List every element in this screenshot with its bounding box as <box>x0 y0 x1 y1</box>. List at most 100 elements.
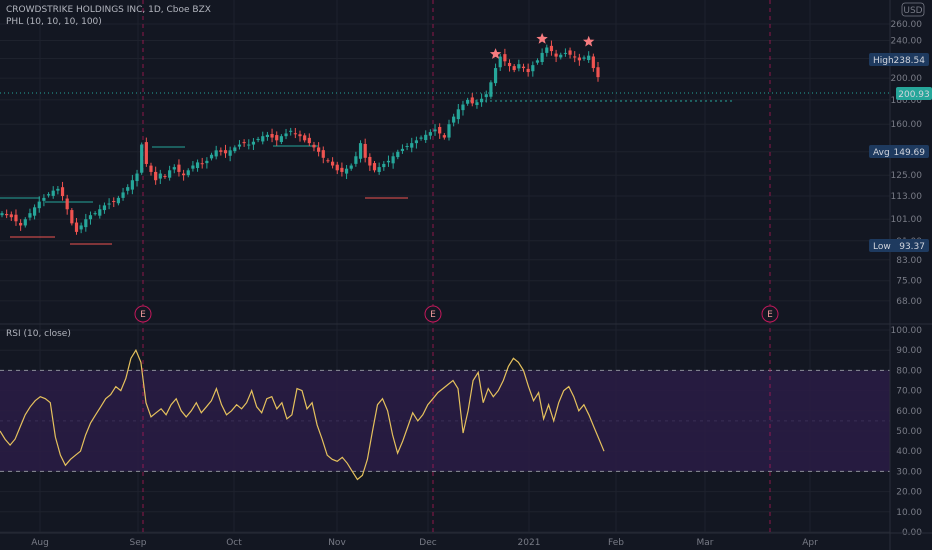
x-tick-label: Nov <box>328 538 346 548</box>
candle-body <box>303 135 307 141</box>
candle-body <box>237 144 242 147</box>
candle-body <box>498 56 502 68</box>
candle-body <box>74 222 79 232</box>
rsi-tick-label: 50.00 <box>896 427 922 437</box>
candle-body <box>42 197 46 201</box>
candle-body <box>14 214 18 222</box>
candle-body <box>79 225 83 230</box>
candle-body <box>587 55 591 61</box>
candle-body <box>335 164 339 171</box>
candle-body <box>386 160 391 163</box>
candle-body <box>466 99 470 104</box>
candle-body <box>186 170 190 176</box>
candle-body <box>344 168 349 174</box>
candle-body <box>596 67 600 78</box>
candle-body <box>191 165 195 169</box>
candle-body <box>540 52 544 63</box>
candle-body <box>51 190 55 196</box>
svg-text:Avg: Avg <box>873 148 890 158</box>
symbol-title: CROWDSTRIKE HOLDINGS INC, 1D, Cboe BZX <box>6 5 211 15</box>
y-tick-label: 260.00 <box>891 20 923 30</box>
candle-body <box>144 142 148 164</box>
candle-body <box>563 52 568 54</box>
candle-body <box>121 192 125 198</box>
rsi-tick-label: 100.00 <box>891 326 923 336</box>
candle-body <box>126 187 130 191</box>
candle-body <box>377 167 381 172</box>
candle-body <box>507 62 512 67</box>
candle-body <box>284 133 288 137</box>
svg-text:238.54: 238.54 <box>894 56 926 66</box>
candle-body <box>461 104 465 111</box>
candle-body <box>298 134 302 137</box>
earnings-circle <box>761 305 779 323</box>
earnings-circle <box>134 305 152 323</box>
candle-body <box>102 205 107 211</box>
candle-body <box>452 116 456 123</box>
x-tick-label: Feb <box>608 538 624 548</box>
candle-body <box>195 162 200 169</box>
avg-price-label: Avg 149.69 <box>869 145 929 158</box>
candle-body <box>289 130 293 132</box>
candle-body <box>493 68 498 84</box>
rsi-title: RSI (10, close) <box>6 329 71 339</box>
candle-body <box>512 66 516 71</box>
candle-body <box>9 214 13 218</box>
candle-body <box>219 150 223 152</box>
candle-body <box>470 97 474 104</box>
candle-body <box>177 164 181 172</box>
y-tick-label: 83.00 <box>896 256 922 266</box>
candle-body <box>107 203 111 205</box>
svg-text:149.69: 149.69 <box>894 148 926 158</box>
candle-body <box>233 147 237 152</box>
candle-body <box>158 173 162 179</box>
candle-body <box>517 64 521 69</box>
candle-body <box>447 124 451 138</box>
candle-body <box>363 143 367 158</box>
svg-text:200.93: 200.93 <box>898 90 930 100</box>
candle-body <box>70 210 74 224</box>
candle-body <box>261 136 265 142</box>
rsi-band-layer <box>0 369 890 472</box>
candle-body <box>312 144 316 148</box>
candle-body <box>98 209 102 216</box>
candle-body <box>545 47 549 53</box>
y-tick-label: 160.00 <box>891 120 923 130</box>
candle-body <box>154 171 158 181</box>
candle-body <box>489 82 493 97</box>
candle-body <box>307 137 311 144</box>
candle-body <box>209 154 214 159</box>
candle-body <box>205 160 209 164</box>
candle-body <box>200 163 204 165</box>
candle-body <box>168 170 172 178</box>
candle-body <box>32 207 37 216</box>
candle-body <box>456 109 460 120</box>
candle-body <box>37 201 41 209</box>
candle-body <box>228 150 232 156</box>
y-tick-label: 240.00 <box>891 36 923 46</box>
candle-body <box>438 126 442 134</box>
candle-body <box>46 194 51 196</box>
candle-body <box>163 176 167 178</box>
rsi-line <box>0 348 605 481</box>
candle-body <box>247 144 251 146</box>
candle-body <box>349 165 353 169</box>
candle-body <box>410 143 414 148</box>
candle-body <box>442 135 446 138</box>
candle-body <box>317 147 321 152</box>
x-tick-label: Oct <box>226 538 242 548</box>
currency-badge[interactable]: USD <box>901 2 925 17</box>
candle-body <box>0 213 4 216</box>
y-tick-label: 180.00 <box>891 96 923 106</box>
earnings-label: E <box>430 310 436 320</box>
last-price-label: 200.93 <box>896 87 932 100</box>
candle-body <box>358 143 363 159</box>
candle-body <box>368 156 372 166</box>
rsi-tick-label: 10.00 <box>896 508 922 518</box>
candle-body <box>400 148 405 151</box>
candle-body <box>549 45 554 52</box>
candle-body <box>270 133 274 138</box>
